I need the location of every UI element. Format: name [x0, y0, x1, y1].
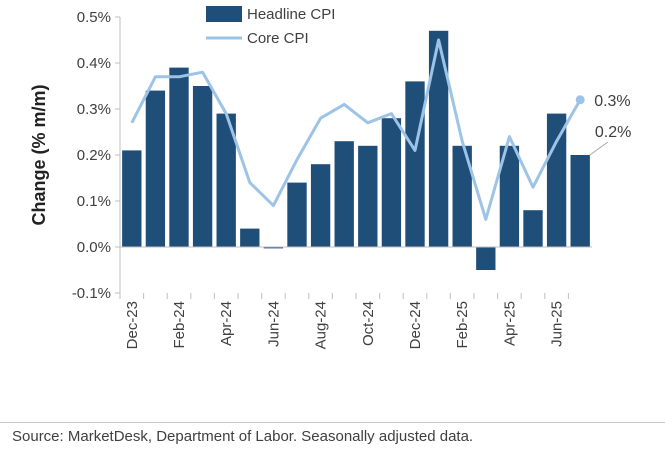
legend-label-headline: Headline CPI	[247, 6, 335, 23]
x-tick-label: Oct-24	[360, 301, 377, 346]
core-cpi-last-point	[575, 95, 585, 105]
x-tick-label: Aug-24	[313, 301, 330, 349]
annotation-core: 0.3%	[594, 93, 630, 110]
annotation-leader	[589, 141, 609, 156]
x-tick-label: Jun-24	[265, 301, 282, 347]
headline-bar-Feb-25	[452, 145, 472, 247]
x-tick-label: Dec-23	[124, 301, 141, 349]
legend: Headline CPI Core CPI	[206, 6, 335, 47]
headline-bar-Nov-24	[381, 118, 402, 247]
headline-bar-Dec-23	[122, 150, 142, 247]
y-tick-label: 0.1%	[77, 193, 111, 210]
headline-bar-Mar-24	[192, 86, 213, 247]
core-cpi-line	[130, 38, 585, 221]
headline-bar-Apr-24	[216, 113, 236, 247]
headline-bar-Jan-25	[428, 30, 449, 247]
y-tick-label: 0.3%	[77, 101, 111, 118]
divider	[0, 422, 665, 423]
x-tick-label: Apr-25	[501, 301, 518, 346]
headline-bar-Jun-24	[263, 247, 284, 249]
headline-bar-Mar-25	[476, 247, 496, 270]
y-tick-label: -0.1%	[72, 285, 111, 302]
annotations: 0.3% 0.2%	[589, 93, 631, 156]
y-tick-label: 0.4%	[77, 55, 111, 72]
x-tick-label: Feb-24	[171, 301, 188, 349]
y-tick-label: 0.2%	[77, 147, 111, 164]
headline-bar-Aug-24	[310, 164, 331, 247]
legend-swatch-headline	[206, 6, 242, 22]
headline-bar-Jun-25	[546, 113, 567, 247]
headline-bar-Apr-25	[499, 145, 520, 247]
headline-bar-Jul-25	[570, 155, 590, 247]
y-tick-label: 0.5%	[77, 9, 111, 26]
legend-label-core: Core CPI	[247, 30, 309, 47]
headline-bar-Jan-24	[145, 90, 166, 247]
cpi-chart: -0.1% 0.0% 0.1% 0.2% 0.3% 0.4% 0.5% Dec-23 Feb-…	[29, 6, 631, 349]
y-axis: -0.1% 0.0% 0.1% 0.2% 0.3% 0.4% 0.5%	[72, 9, 121, 302]
headline-bar-Feb-24	[169, 67, 189, 247]
headline-bar-Jul-24	[287, 182, 307, 247]
x-tick-label: Jun-25	[549, 301, 566, 347]
source-note: Source: MarketDesk, Department of Labor.…	[12, 428, 474, 445]
x-axis: Dec-23 Feb-24 Apr-24 Jun-24 Aug-24 Oct-24 Dec-…	[119, 293, 569, 349]
headline-bar-May-25	[523, 210, 543, 247]
headline-bar-Dec-24	[405, 81, 425, 248]
x-tick-label: Dec-24	[407, 301, 424, 349]
x-tick-label: Feb-25	[454, 301, 471, 349]
annotation-headline: 0.2%	[595, 124, 631, 141]
x-tick-label: Apr-24	[218, 301, 235, 346]
headline-cpi-bars	[120, 30, 592, 270]
y-tick-label: 0.0%	[77, 239, 111, 256]
y-axis-title: Change (% m/m)	[29, 84, 49, 225]
core-cpi-polyline	[130, 38, 582, 221]
headline-bar-May-24	[240, 228, 260, 247]
headline-bar-Oct-24	[358, 145, 378, 247]
headline-bar-Sep-24	[334, 141, 354, 247]
